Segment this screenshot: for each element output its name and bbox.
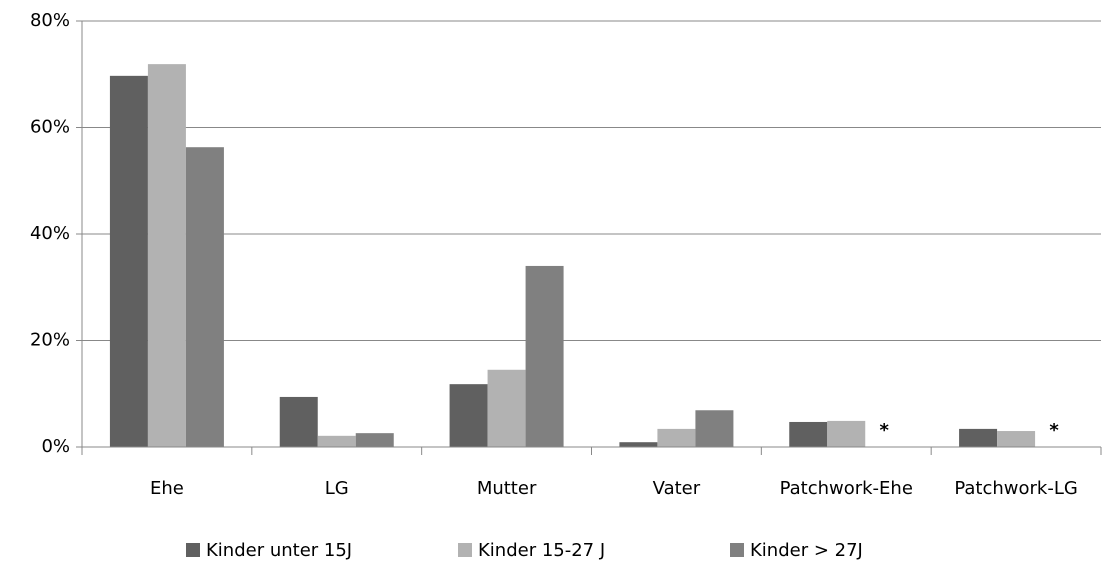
legend-swatch <box>730 543 744 557</box>
bar <box>827 420 866 447</box>
bar <box>525 265 564 447</box>
legend-swatch <box>186 543 200 557</box>
x-tick-label: LG <box>325 478 349 499</box>
y-tick-label: 20% <box>30 330 70 351</box>
bar <box>997 431 1036 447</box>
value-label: * <box>880 420 890 441</box>
legend-label: Kinder > 27J <box>750 540 863 561</box>
y-tick-label: 80% <box>30 10 70 31</box>
bar <box>109 75 148 447</box>
bar <box>619 442 658 447</box>
x-tick-label: Patchwork-LG <box>954 478 1077 499</box>
bar <box>487 369 526 447</box>
bar <box>147 64 186 447</box>
y-tick-label: 60% <box>30 117 70 138</box>
bar <box>185 147 224 447</box>
legend-label: Kinder 15-27 J <box>478 540 605 561</box>
bar <box>279 396 318 447</box>
value-label: * <box>1049 420 1059 441</box>
x-tick-label: Patchwork-Ehe <box>780 478 913 499</box>
bar <box>317 435 356 447</box>
legend-label: Kinder unter 15J <box>206 540 352 561</box>
bar <box>789 421 828 447</box>
x-tick-label: Ehe <box>150 478 184 499</box>
bar <box>695 410 734 447</box>
bar <box>959 428 998 447</box>
x-tick-label: Mutter <box>477 478 537 499</box>
legend-swatch <box>458 543 472 557</box>
x-tick-label: Vater <box>653 478 701 499</box>
y-tick-label: 0% <box>41 436 70 457</box>
bar <box>657 428 696 447</box>
bar <box>355 433 394 447</box>
bar <box>449 384 488 447</box>
y-tick-label: 40% <box>30 223 70 244</box>
